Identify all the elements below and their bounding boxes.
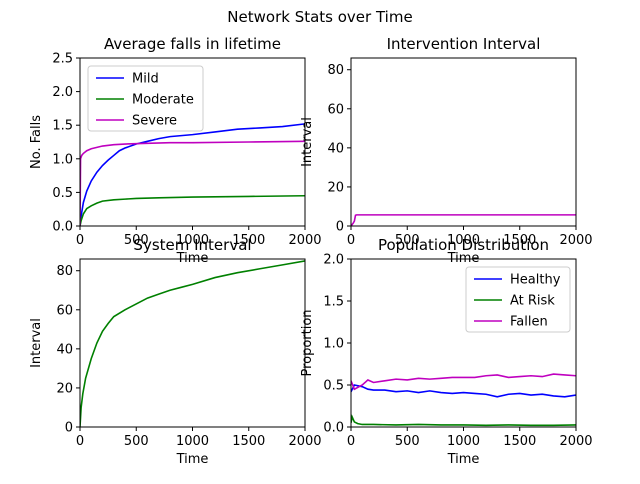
intervention-ytick-label-2: 40 [327,141,344,156]
falls-xtick-label-3: 1500 [232,233,265,248]
intervention-xtick-label-3: 1500 [503,233,536,248]
falls-ytick-label-3: 1.5 [52,119,73,134]
population-series-line-2 [351,373,576,391]
population-ytick-label-3: 1.5 [323,295,344,310]
population-xlabel: Time [447,452,480,467]
system-ytick-label-1: 20 [56,381,73,396]
falls-legend-label-0: Mild [132,72,159,87]
falls-ytick-label-2: 1.0 [52,152,73,167]
system-ytick-label-0: 0 [65,421,73,436]
population-series-line-1 [351,414,576,427]
population-xtick-label-4: 2000 [559,434,592,449]
falls-xtick-label-1: 500 [124,233,149,248]
intervention-xtick-label-1: 500 [395,233,420,248]
axes-layer: 0 500 1000 1500 20000.00.51.01.52.02.5TimeNo… [29,35,593,467]
falls-ytick-label-0: 0.0 [52,220,73,235]
population-ytick-label-4: 2.0 [323,253,344,268]
population-legend-label-1: At Risk [510,294,555,309]
falls-title: Average falls in lifetime [104,35,281,53]
system-series-line-0 [80,260,305,427]
intervention-xtick-label-4: 2000 [559,233,592,248]
falls-ytick-label-5: 2.5 [52,52,73,67]
population-ylabel: Proportion [300,309,315,376]
system-ytick-label-3: 60 [56,303,73,318]
falls-series-line-2 [80,140,305,226]
intervention-axes: 0 500 1000 1500 2000020406080TimeIntervalInt… [300,35,593,266]
intervention-title: Intervention Interval [387,35,541,53]
intervention-series-line-0 [351,214,576,226]
falls-legend-label-2: Severe [132,114,177,129]
falls-ytick-label-4: 2.0 [52,85,73,100]
falls-legend: Mild Moderate Severe [87,65,204,132]
intervention-ylabel: Interval [300,117,315,167]
population-axes: 0 500 1000 1500 2000 0.0 0.5 1.0 1.5 2.0 Time Propo… [300,236,593,467]
system-title: System Interval [133,236,251,254]
population-xtick-label-1: 500 [395,434,420,449]
intervention-xtick-label-2: 1000 [447,233,480,248]
population-legend-box [465,266,571,333]
population-ytick-label-0: 0.0 [323,421,344,436]
population-ytick-label-1: 0.5 [323,379,344,394]
population-title: Population Distribution [378,236,549,254]
system-xtick-label-2: 1000 [176,434,209,449]
falls-legend-label-1: Moderate [132,93,194,108]
system-xtick-label-0: 0 [76,434,84,449]
population-series-line-0 [351,384,576,398]
intervention-xtick-label-0: 0 [347,233,355,248]
falls-series-line-0 [80,123,305,226]
intervention-ytick-label-4: 80 [327,63,344,78]
falls-xtick-label-4: 2000 [288,233,321,248]
system-ytick-label-2: 40 [56,342,73,357]
falls-series-line-1 [80,194,305,226]
falls-xtick-label-2: 1000 [176,233,209,248]
intervention-ytick-label-1: 20 [327,180,344,195]
population-xtick-label-0: 0 [347,434,355,449]
population-legend-label-2: Fallen [510,315,548,330]
population-xtick-label-2: 1000 [447,434,480,449]
system-xtick-label-1: 500 [124,434,149,449]
system-xtick-label-3: 1500 [232,434,265,449]
system-axes: 0 500 1000 1500 2000 0 20 40 60 80 Time Interval Sys… [29,236,322,467]
falls-xtick-label-0: 0 [76,233,84,248]
falls-axes: 0 500 1000 1500 20000.00.51.01.52.02.5TimeNo… [29,35,322,266]
falls-legend-box [87,65,204,132]
population-xtick-label-3: 1500 [503,434,536,449]
population-ytick-label-2: 1.0 [323,337,344,352]
falls-ylabel: No. Falls [29,115,44,169]
system-xtick-label-4: 2000 [288,434,321,449]
intervention-ytick-label-0: 0 [336,220,344,235]
figure-title: Network Stats over Time [227,8,412,26]
system-ylabel: Interval [29,318,44,368]
system-xlabel: Time [176,452,209,467]
intervention-ytick-label-3: 60 [327,102,344,117]
population-legend-label-0: Healthy [510,273,561,288]
population-legend: Healthy At Risk Fallen [465,266,571,333]
system-ytick-label-4: 80 [56,264,73,279]
falls-ytick-label-1: 0.5 [52,186,73,201]
